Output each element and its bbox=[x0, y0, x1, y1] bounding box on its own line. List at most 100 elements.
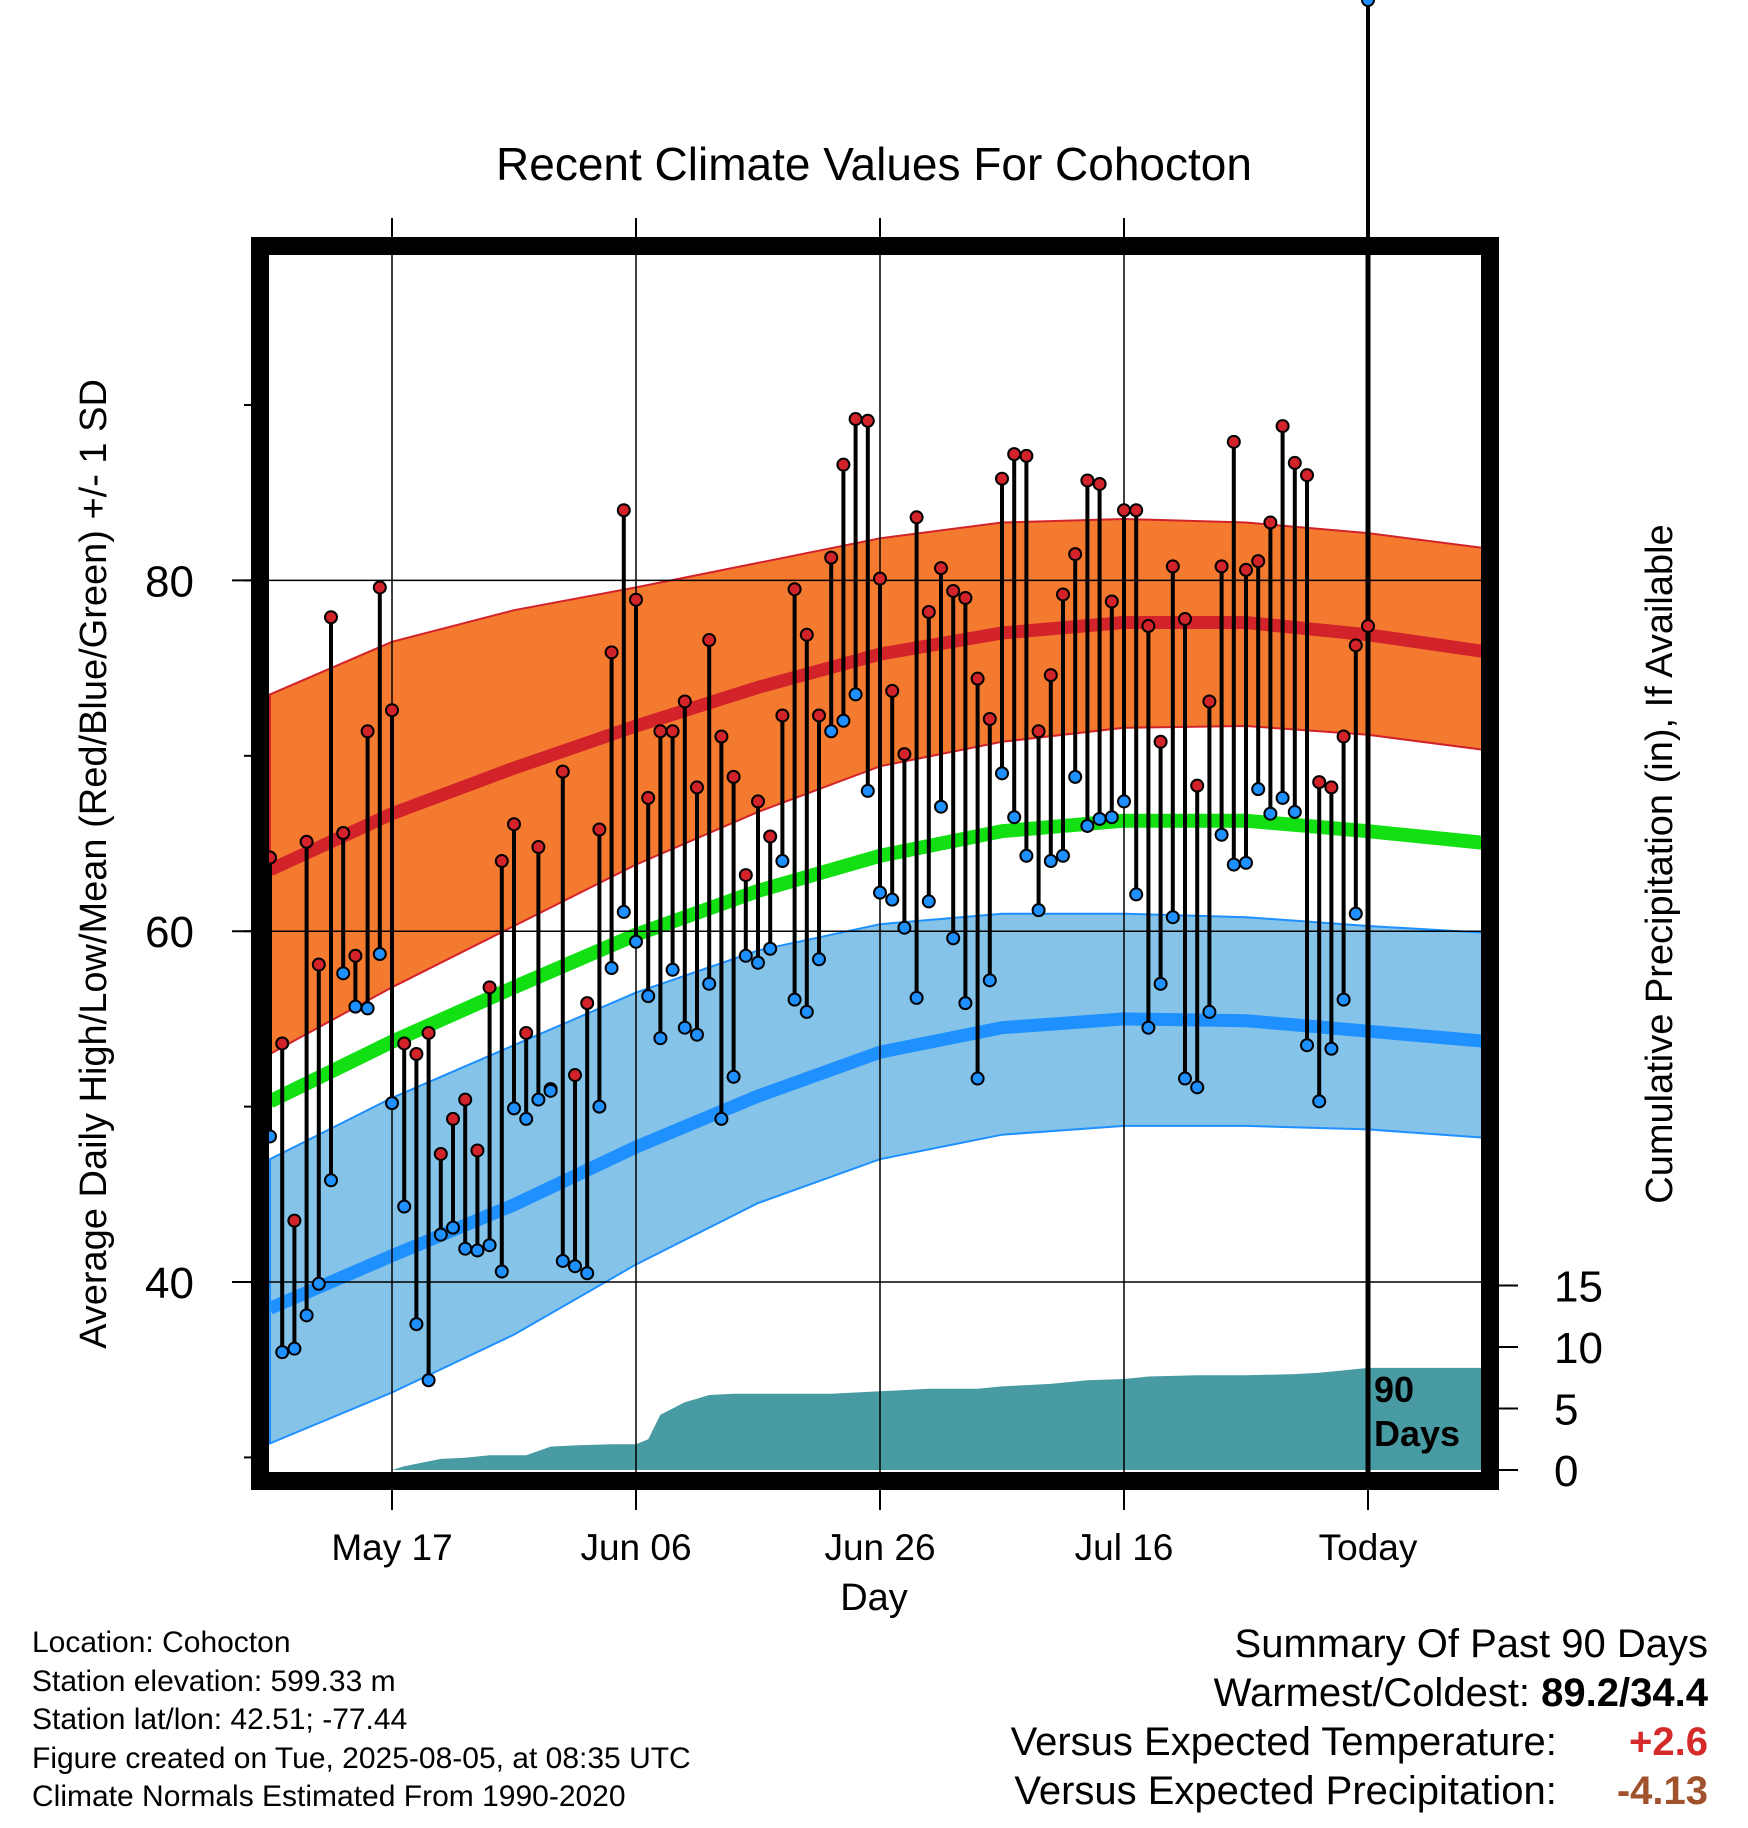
daily-high-point bbox=[934, 561, 948, 576]
daily-high-point bbox=[775, 708, 790, 723]
daily-low-point bbox=[690, 1027, 704, 1042]
daily-high-point bbox=[1336, 729, 1351, 744]
daily-high-point bbox=[690, 780, 704, 795]
daily-low-point bbox=[519, 1111, 534, 1126]
daily-low-point bbox=[409, 1317, 424, 1332]
daily-low-point bbox=[751, 955, 765, 970]
daily-low-point bbox=[543, 1083, 558, 1098]
temp-departure-value: +2.6 bbox=[1629, 1720, 1708, 1764]
daily-low-point bbox=[1056, 848, 1070, 863]
daily-low-point bbox=[1068, 769, 1083, 784]
y-axis-label: Average Daily High/Low/Mean (Red/Blue/Gr… bbox=[73, 379, 115, 1349]
location-text: Location: Cohocton bbox=[32, 1626, 291, 1659]
precip-departure-row: Versus Expected Precipitation: -4.13 bbox=[1011, 1767, 1708, 1816]
daily-low-point bbox=[580, 1266, 595, 1281]
daily-low-point bbox=[1117, 794, 1131, 809]
daily-low-point bbox=[1251, 782, 1266, 797]
daily-low-point bbox=[1165, 910, 1180, 925]
low-normal-band bbox=[269, 912, 1481, 1445]
daily-low-point bbox=[568, 1259, 582, 1274]
daily-low-point bbox=[921, 894, 936, 909]
daily-low-point bbox=[738, 948, 753, 963]
daily-low-point bbox=[1361, 0, 1375, 7]
daily-low-point bbox=[726, 1069, 741, 1084]
daily-low-point bbox=[348, 999, 363, 1014]
daily-low-point bbox=[1263, 806, 1278, 821]
daily-high-point bbox=[1043, 668, 1058, 683]
daily-low-point bbox=[799, 1004, 814, 1019]
daily-high-point bbox=[1104, 594, 1119, 609]
daily-high-point bbox=[1117, 503, 1131, 518]
daily-high-point bbox=[1031, 724, 1046, 739]
y-tick-label: 80 bbox=[145, 557, 194, 606]
daily-low-point bbox=[1104, 810, 1119, 825]
daily-high-point bbox=[507, 817, 521, 832]
daily-high-point bbox=[519, 1025, 534, 1040]
daily-high-point bbox=[1214, 559, 1229, 574]
station-info: Location: Cohocton Station elevation: 59… bbox=[32, 1624, 691, 1817]
daily-high-point bbox=[970, 671, 985, 686]
daily-low-point bbox=[1312, 1094, 1327, 1109]
daily-low-point bbox=[812, 952, 826, 967]
daily-high-point bbox=[860, 413, 875, 428]
daily-low-point bbox=[982, 973, 997, 988]
daily-high-point bbox=[470, 1143, 485, 1158]
daily-high-point bbox=[824, 550, 839, 565]
daily-low-point bbox=[507, 1101, 521, 1116]
daily-high-point bbox=[324, 610, 338, 625]
chart-title: Recent Climate Values For Cohocton bbox=[496, 138, 1252, 190]
daily-low-point bbox=[1141, 1020, 1156, 1035]
daily-high-point bbox=[897, 747, 912, 762]
daily-low-point bbox=[763, 941, 778, 956]
x-tick-label: Today bbox=[1319, 1527, 1418, 1568]
daily-low-point bbox=[1239, 855, 1253, 870]
daily-high-point bbox=[1092, 476, 1107, 491]
daily-high-point bbox=[1361, 619, 1375, 634]
precip-departure-value: -4.13 bbox=[1616, 1769, 1708, 1813]
created-text: Figure created on Tue, 2025-08-05, at 08… bbox=[32, 1741, 691, 1775]
daily-high-point bbox=[397, 1036, 412, 1051]
precipitation-area bbox=[270, 1367, 1481, 1470]
daily-high-point bbox=[738, 868, 753, 883]
daily-low-point bbox=[275, 1345, 290, 1360]
daily-high-point bbox=[885, 683, 900, 698]
daily-high-point bbox=[958, 590, 973, 605]
daily-low-point bbox=[775, 854, 790, 869]
daily-high-point bbox=[1239, 562, 1253, 577]
daily-high-point bbox=[409, 1047, 424, 1062]
daily-high-point bbox=[1226, 434, 1241, 449]
daily-low-point bbox=[702, 976, 717, 991]
daily-high-point bbox=[714, 729, 729, 744]
daily-low-point bbox=[1336, 992, 1351, 1007]
daily-high-point bbox=[1287, 455, 1302, 470]
daily-high-point bbox=[531, 840, 546, 855]
daily-low-point bbox=[958, 996, 973, 1011]
y2-tick-label: 10 bbox=[1554, 1324, 1603, 1373]
x-tick-label: May 17 bbox=[331, 1527, 452, 1568]
daily-high-point bbox=[604, 645, 619, 660]
daily-high-point bbox=[1165, 559, 1180, 574]
daily-high-point bbox=[812, 708, 826, 723]
precip-departure-label: Versus Expected Precipitation: bbox=[1014, 1769, 1557, 1813]
latlon-text: Station lat/lon: 42.51; -77.44 bbox=[32, 1703, 408, 1736]
daily-high-point bbox=[1324, 780, 1339, 795]
daily-low-point bbox=[1031, 903, 1046, 918]
daily-low-point bbox=[677, 1020, 692, 1035]
y-tick-label: 60 bbox=[145, 908, 194, 957]
daily-high-point bbox=[726, 769, 741, 784]
daily-low-point bbox=[324, 1173, 338, 1188]
daily-high-point bbox=[482, 980, 497, 995]
x-tick-label: Jun 06 bbox=[580, 1527, 691, 1568]
daily-high-point bbox=[702, 633, 717, 648]
daily-low-point bbox=[1129, 887, 1144, 902]
daily-high-point bbox=[1300, 468, 1314, 483]
daily-low-point bbox=[970, 1071, 985, 1086]
daily-low-point bbox=[458, 1241, 473, 1256]
daily-low-point bbox=[287, 1341, 302, 1356]
daily-high-point bbox=[751, 794, 765, 809]
normals-period-text: Climate Normals Estimated From 1990-2020 bbox=[32, 1780, 626, 1813]
warmest-coldest-value: 89.2/34.4 bbox=[1541, 1671, 1708, 1715]
daily-high-point bbox=[1007, 447, 1022, 462]
daily-high-point bbox=[555, 764, 570, 779]
daily-high-point bbox=[629, 592, 643, 607]
